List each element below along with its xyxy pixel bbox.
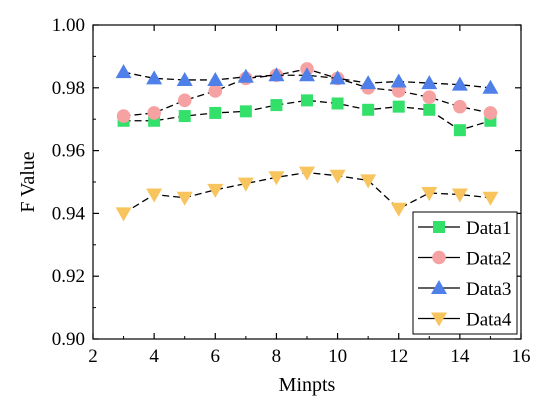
y-tick-label: 0.92 — [52, 266, 85, 287]
x-tick-label: 14 — [450, 346, 470, 367]
data-point — [176, 191, 193, 206]
data-point — [146, 70, 163, 85]
data-point — [299, 166, 315, 181]
legend-marker — [431, 312, 447, 327]
data-point — [390, 73, 407, 88]
legend-box — [412, 211, 518, 335]
x-tick-label: 10 — [328, 346, 347, 367]
data-point — [237, 177, 254, 192]
data-point — [421, 75, 438, 90]
y-tick-label: 0.90 — [52, 329, 85, 350]
data-point — [423, 103, 436, 116]
legend-marker — [432, 250, 446, 265]
data-point — [453, 124, 466, 137]
data-point — [239, 105, 252, 118]
legend-marker — [433, 221, 445, 233]
data-point — [329, 70, 346, 85]
y-axis-title: F Value — [17, 151, 39, 212]
legend-label: Data2 — [466, 249, 511, 270]
data-point — [207, 71, 224, 86]
data-point — [329, 169, 346, 184]
data-point — [237, 68, 254, 83]
x-axis-title: Minpts — [279, 374, 336, 396]
data-point — [392, 100, 405, 113]
data-point — [268, 171, 285, 186]
legend-label: Data3 — [466, 279, 511, 300]
data-point — [177, 93, 192, 108]
legend: Data1 Data2 Data3 Data4 — [412, 211, 518, 335]
x-tick-label: 12 — [389, 346, 408, 367]
data-point — [301, 94, 313, 107]
data-point — [391, 84, 406, 98]
data-point — [147, 106, 161, 120]
data-point — [299, 67, 315, 82]
y-tick-label: 0.98 — [52, 78, 85, 99]
data-point — [268, 67, 285, 82]
data-point — [209, 106, 222, 119]
x-tick-label: 2 — [88, 346, 98, 367]
data-point — [482, 79, 499, 94]
data-point — [482, 191, 499, 206]
x-tick-label: 16 — [512, 346, 531, 367]
data-point — [146, 188, 163, 203]
data-point — [178, 110, 191, 123]
data-point — [208, 84, 223, 98]
data-point — [421, 186, 438, 201]
data-point — [422, 90, 437, 105]
legend-label: Data4 — [466, 310, 512, 331]
data-point — [451, 76, 468, 91]
series-data4 — [115, 166, 499, 222]
data-point — [115, 207, 132, 222]
x-tick-label: 4 — [149, 346, 159, 367]
x-tick-label: 6 — [211, 346, 221, 367]
data-point — [360, 75, 377, 90]
data-point — [116, 109, 131, 123]
series-layer — [115, 62, 499, 222]
y-tick-label: 0.94 — [52, 203, 86, 224]
data-point — [362, 103, 375, 116]
axis-ticks: 2 4 6 8 10 12 14 16 0.90 0.92 0.94 0.96 0.98 1.00 — [52, 15, 531, 367]
y-tick-label: 1.00 — [52, 15, 85, 36]
data-point — [453, 99, 467, 114]
series-data3 — [115, 64, 499, 94]
data-point — [115, 64, 132, 79]
data-point — [451, 188, 468, 203]
y-tick-label: 0.96 — [52, 141, 85, 162]
data-point — [270, 99, 283, 112]
data-point — [176, 71, 193, 86]
legend-marker — [431, 280, 447, 294]
legend-label: Data1 — [466, 218, 511, 239]
data-point — [207, 183, 224, 198]
data-point — [483, 106, 498, 120]
data-point — [360, 174, 377, 189]
data-point — [331, 97, 344, 110]
x-tick-label: 8 — [272, 346, 282, 367]
data-point — [390, 202, 407, 217]
series-data1 — [117, 94, 497, 137]
